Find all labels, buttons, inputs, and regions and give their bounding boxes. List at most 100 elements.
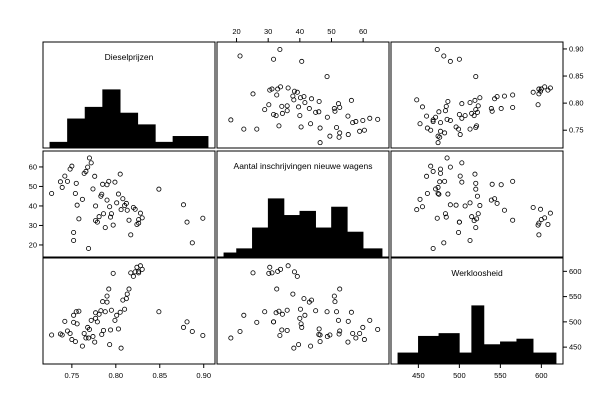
ytick-label-2-0: 450: [569, 343, 582, 352]
point-2-0-56: [156, 309, 162, 315]
point-1-0-33: [106, 178, 112, 184]
point-2-0-33: [106, 286, 112, 292]
point-2-1-10: [334, 309, 340, 315]
point-1-2-26: [474, 193, 480, 199]
hist-bar-2-8: [532, 352, 557, 365]
point-1-0-11: [74, 202, 80, 208]
point-0-2-44: [477, 95, 483, 101]
point-2-0-17: [86, 335, 92, 341]
point-2-0-45: [123, 296, 129, 302]
point-1-2-35: [443, 214, 449, 220]
hist-bar-1-0: [223, 252, 237, 258]
point-0-2-53: [536, 86, 542, 92]
point-2-1-45: [301, 296, 307, 302]
point-2-0-32: [104, 293, 110, 299]
point-1-0-3: [62, 173, 68, 179]
point-0-2-12: [474, 123, 480, 129]
point-1-0-28: [100, 181, 106, 187]
point-2-1-15: [353, 335, 359, 341]
point-1-2-28: [489, 181, 495, 187]
diag-label-1: Aantal inschrijvingen nieuwe wagens: [234, 161, 373, 171]
point-0-1-37: [266, 102, 272, 108]
point-0-2-11: [453, 124, 459, 130]
point-2-1-42: [291, 345, 297, 351]
point-2-1-3: [345, 318, 351, 324]
point-2-1-21: [345, 339, 351, 345]
point-2-0-44: [122, 306, 128, 312]
point-2-0-3: [62, 318, 68, 324]
point-0-1-1: [336, 134, 342, 140]
point-2-1-58: [271, 319, 277, 325]
xtick-label-0-3: 0.90: [196, 371, 211, 380]
point-1-2-23: [462, 203, 468, 209]
point-0-1-5: [357, 128, 363, 134]
point-2-0-14: [81, 330, 87, 336]
point-2-1-17: [228, 335, 234, 341]
point-2-1-32: [331, 293, 337, 299]
point-2-0-5: [67, 330, 73, 336]
point-1-0-16: [85, 164, 91, 170]
point-0-2-31: [488, 106, 494, 112]
point-1-0-27: [99, 191, 105, 197]
point-1-2-58: [456, 219, 462, 225]
point-1-2-33: [510, 178, 516, 184]
point-2-0-36: [108, 307, 114, 313]
point-0-1-32: [331, 106, 337, 112]
point-0-2-58: [456, 56, 462, 62]
point-1-2-22: [471, 218, 477, 224]
point-0-1-60: [277, 46, 283, 52]
point-0-1-34: [296, 104, 302, 110]
diag-label-2: Werkloosheid: [451, 268, 503, 278]
point-0-1-46: [290, 93, 296, 99]
point-1-2-57: [447, 202, 453, 208]
point-2-0-40: [115, 326, 121, 332]
point-0-1-10: [334, 125, 340, 131]
ytick-label-2-3: 600: [569, 267, 582, 276]
point-2-1-12: [276, 308, 282, 314]
point-1-2-34: [419, 204, 425, 210]
hist-bar-0-5: [137, 124, 156, 149]
point-2-1-56: [324, 309, 330, 315]
ytick-label-0-3: 0.90: [569, 44, 584, 53]
point-0-1-30: [262, 107, 268, 113]
point-0-1-56: [324, 74, 330, 80]
hist-bar-2-7: [516, 338, 534, 365]
point-0-2-36: [475, 103, 481, 109]
point-0-1-15: [353, 119, 359, 125]
point-1-0-31: [104, 197, 110, 203]
panel-1-2: [390, 150, 564, 258]
point-2-1-11: [298, 321, 304, 327]
ytick-label-0-1: 0.80: [569, 99, 584, 108]
point-1-2-15: [430, 168, 436, 174]
point-2-1-16: [360, 324, 366, 330]
xtick-label-0-0: 0.75: [65, 371, 80, 380]
point-0-1-16: [360, 117, 366, 123]
point-0-1-38: [335, 101, 341, 107]
point-0-1-57: [299, 58, 305, 64]
point-2-1-23: [297, 315, 303, 321]
point-0-1-29: [284, 108, 290, 114]
point-1-2-27: [436, 191, 442, 197]
point-2-1-1: [336, 331, 342, 337]
point-2-0-13: [79, 343, 85, 349]
point-1-2-11: [453, 202, 459, 208]
point-0-2-21: [424, 113, 430, 119]
hist-bar-1-7: [331, 206, 348, 258]
point-0-2-24: [456, 112, 462, 118]
hist-bar-1-5: [299, 210, 316, 258]
point-1-2-54: [547, 210, 553, 216]
point-0-2-5: [438, 128, 444, 134]
point-2-0-31: [104, 299, 110, 305]
point-1-2-32: [498, 182, 504, 188]
point-1-0-10: [73, 180, 79, 186]
point-1-2-1: [437, 179, 443, 185]
point-2-0-20: [90, 334, 96, 340]
point-1-0-35: [108, 214, 114, 220]
point-1-0-13: [79, 196, 85, 202]
point-0-2-46: [501, 93, 507, 99]
point-0-1-6: [361, 127, 367, 133]
point-2-1-27: [316, 331, 322, 337]
ytick-label-0-2: 0.85: [569, 72, 584, 81]
panel-2-0: [42, 257, 216, 365]
